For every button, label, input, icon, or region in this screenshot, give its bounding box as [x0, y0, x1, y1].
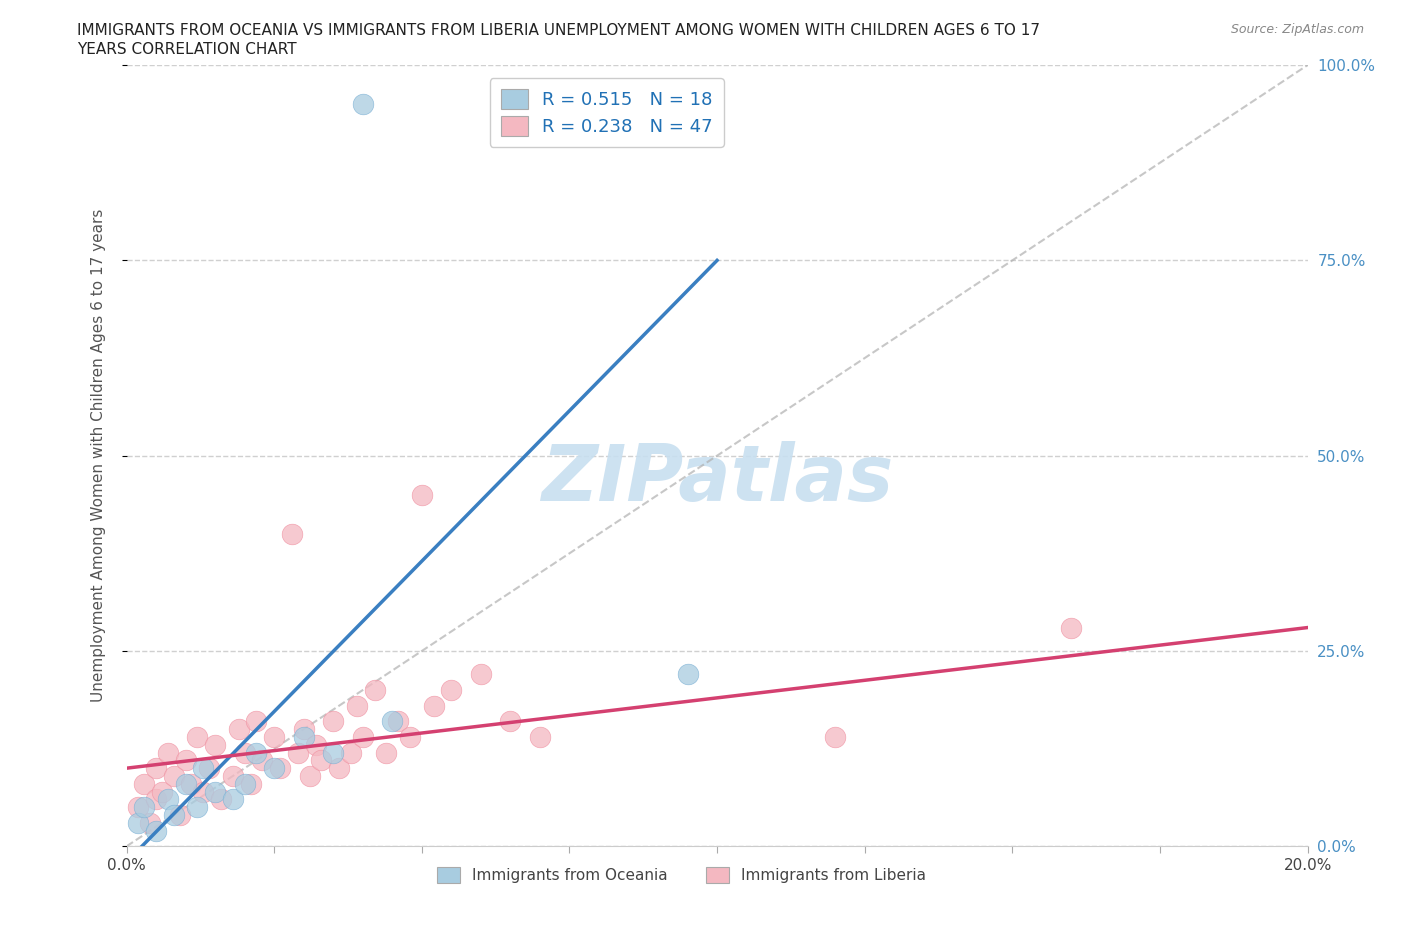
Text: IMMIGRANTS FROM OCEANIA VS IMMIGRANTS FROM LIBERIA UNEMPLOYMENT AMONG WOMEN WITH: IMMIGRANTS FROM OCEANIA VS IMMIGRANTS FR…: [77, 23, 1040, 38]
Point: [134, 800, 156, 815]
Point: [263, 729, 285, 744]
Point: [156, 792, 179, 807]
Point: [311, 753, 333, 768]
Point: [322, 745, 344, 760]
Point: [375, 745, 398, 760]
Point: [346, 698, 368, 713]
Point: [292, 729, 315, 744]
Point: [824, 729, 846, 744]
Point: [298, 768, 321, 783]
Point: [163, 768, 186, 783]
Point: [304, 737, 326, 752]
Point: [127, 800, 149, 815]
Point: [127, 816, 149, 830]
Point: [169, 807, 191, 822]
Text: Source: ZipAtlas.com: Source: ZipAtlas.com: [1230, 23, 1364, 36]
Point: [529, 729, 551, 744]
Point: [180, 777, 202, 791]
Point: [499, 714, 522, 729]
Y-axis label: Unemployment Among Women with Children Ages 6 to 17 years: Unemployment Among Women with Children A…: [91, 209, 105, 702]
Point: [287, 745, 309, 760]
Point: [292, 722, 315, 737]
Point: [186, 729, 208, 744]
Point: [245, 745, 267, 760]
Point: [228, 722, 250, 737]
Point: [411, 487, 433, 502]
Point: [156, 745, 179, 760]
Point: [204, 784, 226, 799]
Point: [186, 800, 208, 815]
Point: [193, 784, 215, 799]
Text: ZIPatlas: ZIPatlas: [541, 441, 893, 517]
Point: [209, 792, 232, 807]
Point: [470, 667, 492, 682]
Point: [340, 745, 363, 760]
Legend: Immigrants from Oceania, Immigrants from Liberia: Immigrants from Oceania, Immigrants from…: [432, 860, 932, 889]
Point: [387, 714, 409, 729]
Point: [363, 683, 385, 698]
Text: YEARS CORRELATION CHART: YEARS CORRELATION CHART: [77, 42, 297, 57]
Point: [163, 807, 186, 822]
Point: [352, 729, 374, 744]
Point: [198, 761, 221, 776]
Point: [204, 737, 226, 752]
Point: [1060, 620, 1083, 635]
Point: [239, 777, 262, 791]
Point: [440, 683, 463, 698]
Point: [222, 792, 245, 807]
Point: [352, 97, 374, 112]
Point: [252, 753, 274, 768]
Point: [281, 526, 304, 541]
Point: [174, 777, 197, 791]
Point: [145, 823, 167, 838]
Point: [328, 761, 350, 776]
Point: [399, 729, 422, 744]
Point: [222, 768, 245, 783]
Point: [381, 714, 404, 729]
Point: [676, 667, 699, 682]
Point: [245, 714, 267, 729]
Point: [134, 777, 156, 791]
Point: [269, 761, 291, 776]
Point: [145, 792, 167, 807]
Point: [193, 761, 215, 776]
Point: [233, 745, 256, 760]
Point: [422, 698, 444, 713]
Point: [233, 777, 256, 791]
Point: [150, 784, 173, 799]
Point: [139, 816, 162, 830]
Point: [322, 714, 344, 729]
Point: [145, 761, 167, 776]
Point: [174, 753, 197, 768]
Point: [263, 761, 285, 776]
